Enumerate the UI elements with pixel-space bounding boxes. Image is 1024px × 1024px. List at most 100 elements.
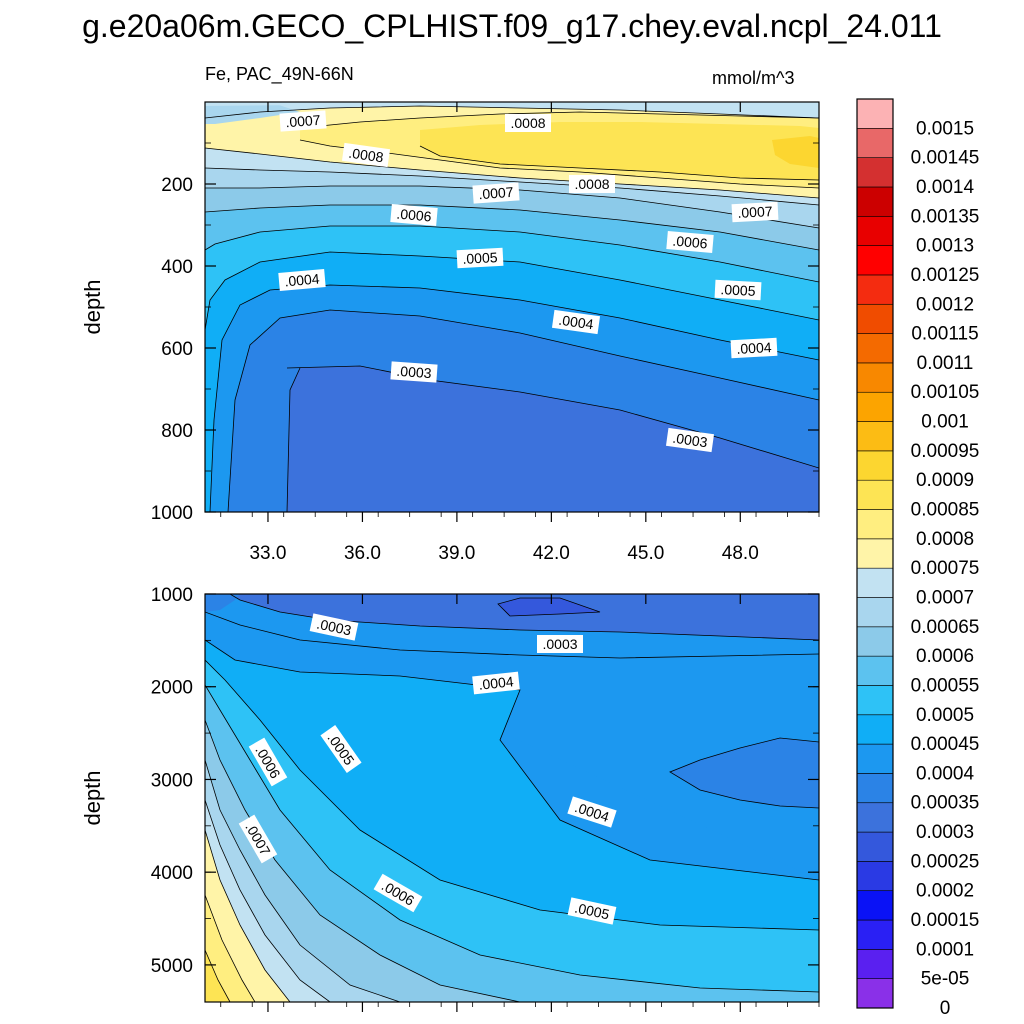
contour-label-box [373, 873, 423, 913]
contour-line [205, 684, 819, 993]
fill-level-0006 [205, 685, 819, 1002]
colorbar-label: 0.0007 [916, 587, 974, 608]
contour-label-box [279, 110, 327, 132]
contour-label-text: .0005 [462, 249, 498, 267]
colorbar-label: 0.00055 [911, 675, 980, 696]
top-contour-labels: .0007 .0008 .0008 .0007 .0008 .0007 .0006 .0006… [278, 110, 779, 453]
colorbar-label: 0.00115 [911, 324, 978, 345]
bottom-ylabel: depth [80, 770, 105, 825]
colorbar: 0.0015 0.00145 0.0014 0.00135 0.0013 0.00125 0… [856, 98, 980, 1019]
top-contour-lines [205, 105, 819, 512]
colorbar-swatch [856, 333, 894, 364]
contour-label: .0003 [537, 635, 583, 653]
contour-label-box [390, 204, 438, 226]
contour-line [205, 251, 819, 331]
colorbar-label: 0.00065 [911, 617, 980, 638]
contour-label-box [320, 724, 362, 774]
fill-level-00035 [670, 738, 819, 808]
colorbar-label: 0.0013 [916, 236, 974, 257]
contour-label-box [551, 309, 601, 335]
contour-label: .0006 [390, 204, 438, 226]
colorbar-swatch [856, 597, 894, 628]
colorbar-label: 0.0001 [916, 939, 974, 960]
y-tick-label: 400 [161, 257, 193, 278]
contour-label-text: .0006 [672, 233, 709, 252]
contour-label: .0008 [569, 175, 615, 193]
contour-label-box [665, 427, 715, 453]
contour-label-box [505, 114, 551, 132]
contour-label: .0005 [456, 247, 504, 269]
contour-label-text: .0008 [510, 115, 545, 131]
contour-label: .0005 [567, 897, 617, 925]
contour-label-text: .0004 [284, 270, 321, 289]
contour-label-text: .0005 [720, 281, 756, 299]
colorbar-swatch [856, 685, 894, 716]
contour-label-text: .0003 [672, 430, 709, 451]
y-tick-label: 2000 [151, 678, 193, 699]
contour-label-box [341, 142, 391, 168]
fill-level-0003 [205, 594, 819, 640]
y-tick-label: 3000 [151, 770, 193, 791]
contour-line [205, 105, 819, 119]
contour-line [205, 799, 331, 1002]
colorbar-swatch [856, 479, 894, 510]
contour-line [227, 309, 819, 512]
contour-label-box [666, 231, 714, 253]
colorbar-swatch [856, 509, 894, 540]
colorbar-label: 0.00035 [911, 793, 980, 814]
contour-label-box [567, 897, 617, 925]
colorbar-swatch [856, 743, 894, 774]
bottom-contour-lines [205, 594, 819, 1002]
fill-level-00085 [420, 122, 819, 180]
contour-label: .0004 [278, 269, 326, 291]
contour-line [205, 719, 521, 1002]
top-axes: depth 200 400 600 800 1000 33.0 36.0 39.0 42.0 45… [80, 101, 820, 564]
colorbar-label: 0.0009 [916, 470, 974, 491]
colorbar-label: 0.00145 [911, 148, 980, 169]
colorbar-swatch [856, 978, 894, 1009]
x-tick-label: 45.0 [627, 543, 664, 564]
contour-label-text: .0007 [737, 203, 773, 221]
colorbar-label: 0.00105 [911, 382, 980, 403]
colorbar-label: 0.00125 [911, 265, 980, 286]
contour-label-box [248, 737, 288, 787]
colorbar-swatch [856, 245, 894, 276]
contour-label-box [537, 635, 583, 653]
colorbar-label: 0.0008 [916, 529, 974, 550]
contour-label-text: .0008 [348, 145, 385, 166]
contour-label: .0004 [730, 337, 778, 359]
top-contour-fills [205, 102, 819, 512]
colorbar-label: 0.00085 [911, 500, 980, 521]
colorbar-label: 0.0003 [916, 822, 974, 843]
contour-line [205, 225, 819, 283]
colorbar-label: 5e-05 [921, 969, 970, 990]
colorbar-label: 0.00015 [911, 910, 980, 931]
contour-line [497, 597, 601, 617]
colorbar-swatch [856, 157, 894, 188]
contour-label: .0003 [665, 427, 715, 453]
colorbar-label: 0.0012 [916, 294, 974, 315]
colorbar-swatch [856, 186, 894, 217]
contour-line [205, 829, 291, 1002]
contour-label-text: .0003 [542, 636, 577, 652]
contour-line [229, 594, 819, 641]
colorbar-swatch [856, 831, 894, 862]
units-label: mmol/m^3 [712, 68, 795, 88]
colorbar-swatch [856, 861, 894, 892]
contour-label: .0007 [731, 201, 779, 223]
contour-line [205, 167, 819, 206]
colorbar-label: 0.00095 [911, 441, 980, 462]
bottom-axes: depth 1000 2000 3000 4000 5000 [80, 585, 820, 1012]
colorbar-label: 0.0002 [916, 881, 974, 902]
colorbar-label: 0.00045 [911, 734, 980, 755]
contour-label: .0007 [472, 182, 520, 204]
colorbar-swatch [856, 714, 894, 745]
y-tick-label: 4000 [151, 863, 193, 884]
colorbar-label: 0.00025 [911, 851, 980, 872]
contour-line [669, 737, 819, 809]
contour-label: .0007 [279, 110, 327, 132]
contour-label-box [567, 796, 617, 828]
bottom-plot-frame [204, 593, 820, 1003]
fill-level-0009 [772, 136, 819, 168]
colorbar-label: 0.0011 [917, 353, 974, 374]
